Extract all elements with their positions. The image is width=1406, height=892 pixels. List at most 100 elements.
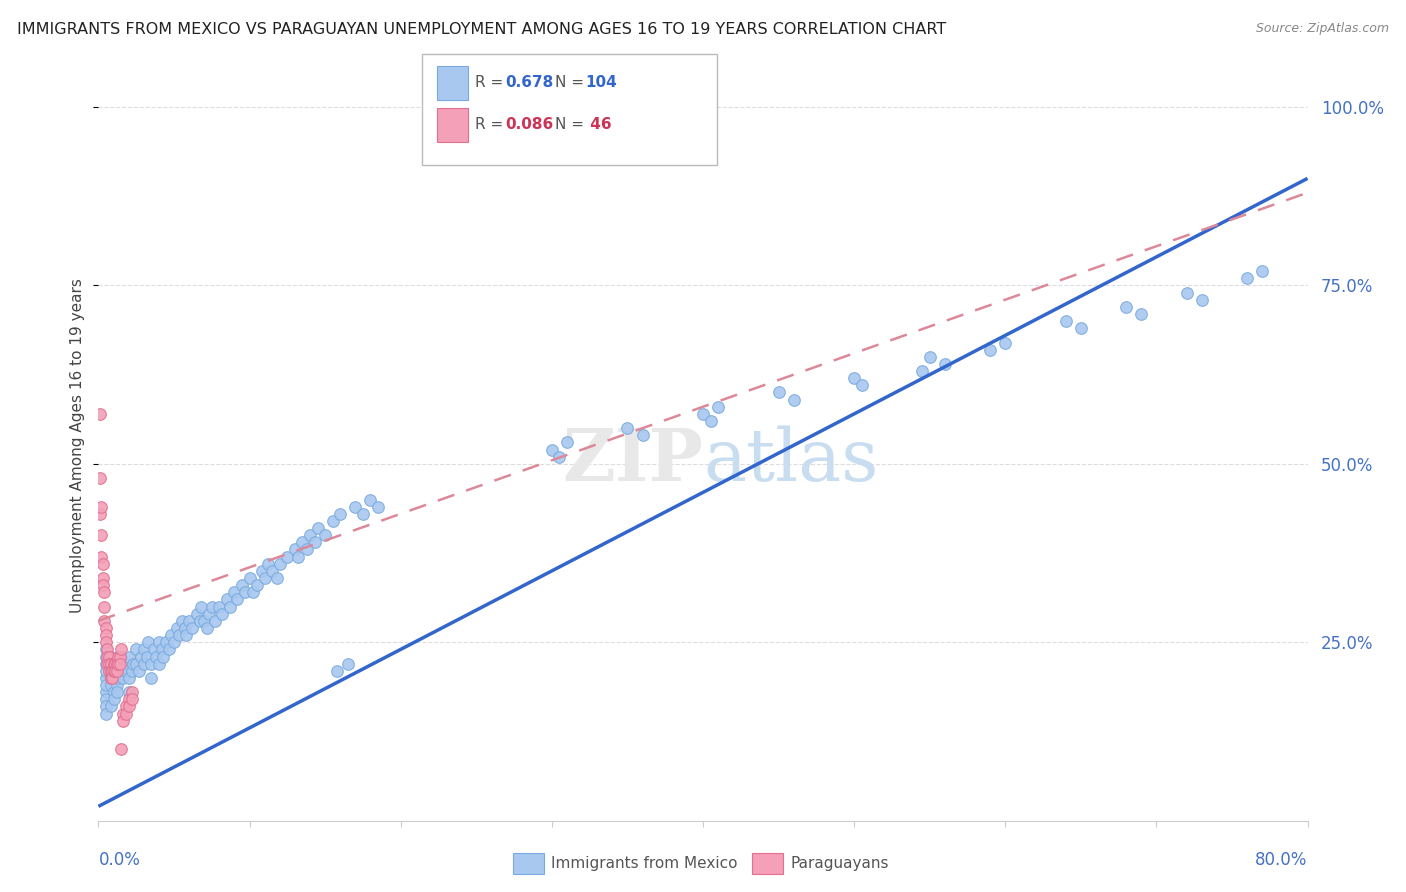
Point bbox=[1070, 321, 1092, 335]
Point bbox=[540, 442, 562, 457]
Point bbox=[94, 678, 117, 692]
Point bbox=[118, 649, 141, 664]
Text: 0.0%: 0.0% bbox=[98, 851, 141, 869]
Point bbox=[291, 535, 314, 549]
Text: R =: R = bbox=[475, 76, 509, 90]
Point bbox=[208, 599, 231, 614]
Point bbox=[118, 685, 141, 699]
Point bbox=[118, 671, 141, 685]
Y-axis label: Unemployment Among Ages 16 to 19 years: Unemployment Among Ages 16 to 19 years bbox=[70, 278, 86, 614]
Point bbox=[100, 671, 122, 685]
Point bbox=[173, 621, 195, 635]
Point bbox=[110, 649, 132, 664]
Point bbox=[90, 549, 112, 564]
Point bbox=[121, 692, 143, 706]
Point bbox=[94, 664, 117, 678]
Point bbox=[122, 657, 145, 671]
Point bbox=[111, 714, 134, 728]
Point bbox=[96, 649, 118, 664]
Point bbox=[105, 664, 128, 678]
Point bbox=[132, 657, 155, 671]
Point bbox=[125, 657, 148, 671]
Point bbox=[94, 685, 117, 699]
Point bbox=[284, 542, 307, 557]
Point bbox=[107, 671, 129, 685]
Point bbox=[112, 657, 135, 671]
Point bbox=[193, 614, 215, 628]
Point bbox=[121, 685, 143, 699]
Point bbox=[114, 699, 136, 714]
Text: 0.086: 0.086 bbox=[505, 118, 553, 132]
Point bbox=[768, 385, 790, 400]
Text: atlas: atlas bbox=[703, 425, 879, 496]
Point bbox=[91, 571, 114, 585]
Point bbox=[844, 371, 866, 385]
Point bbox=[322, 514, 344, 528]
Point bbox=[98, 657, 121, 671]
Point bbox=[118, 699, 141, 714]
Point bbox=[707, 400, 730, 414]
Point bbox=[145, 649, 167, 664]
Text: 46: 46 bbox=[585, 118, 612, 132]
Point bbox=[94, 671, 117, 685]
Point bbox=[105, 657, 128, 671]
Point bbox=[233, 585, 256, 599]
Point bbox=[631, 428, 654, 442]
Point bbox=[246, 578, 269, 592]
Point bbox=[111, 706, 134, 721]
Point bbox=[94, 692, 117, 706]
Point bbox=[287, 549, 309, 564]
Point bbox=[96, 642, 118, 657]
Point bbox=[360, 492, 382, 507]
Text: Paraguayans: Paraguayans bbox=[790, 856, 889, 871]
Point bbox=[103, 671, 125, 685]
Point bbox=[135, 649, 157, 664]
Point bbox=[155, 635, 177, 649]
Point bbox=[100, 657, 122, 671]
Point bbox=[104, 664, 127, 678]
Point bbox=[108, 657, 131, 671]
Point bbox=[352, 507, 374, 521]
Point bbox=[118, 692, 141, 706]
Point bbox=[129, 649, 152, 664]
Point bbox=[98, 649, 121, 664]
Point bbox=[96, 657, 118, 671]
Point bbox=[783, 392, 806, 407]
Text: Immigrants from Mexico: Immigrants from Mexico bbox=[551, 856, 738, 871]
Point bbox=[231, 578, 253, 592]
Point bbox=[1236, 271, 1258, 285]
Text: 104: 104 bbox=[585, 76, 617, 90]
Point bbox=[314, 528, 336, 542]
Point bbox=[188, 614, 211, 628]
Point bbox=[91, 578, 114, 592]
Point bbox=[555, 435, 578, 450]
Point bbox=[250, 564, 273, 578]
Point bbox=[197, 607, 219, 621]
Point bbox=[167, 628, 190, 642]
Point bbox=[103, 664, 125, 678]
Point bbox=[148, 635, 170, 649]
Point bbox=[226, 592, 249, 607]
Point bbox=[108, 657, 131, 671]
Text: R =: R = bbox=[475, 118, 509, 132]
Point bbox=[105, 678, 128, 692]
Point bbox=[103, 685, 125, 699]
Point bbox=[307, 521, 329, 535]
Point bbox=[89, 407, 111, 421]
Point bbox=[108, 649, 131, 664]
Point bbox=[219, 599, 242, 614]
Point bbox=[179, 614, 201, 628]
Point bbox=[103, 657, 125, 671]
Point bbox=[136, 635, 159, 649]
Point bbox=[336, 657, 359, 671]
Point bbox=[181, 621, 204, 635]
Point bbox=[166, 621, 188, 635]
Point bbox=[699, 414, 721, 428]
Point bbox=[1130, 307, 1153, 321]
Point bbox=[329, 507, 352, 521]
Point bbox=[918, 350, 941, 364]
Point bbox=[141, 657, 163, 671]
Point bbox=[107, 657, 129, 671]
Point bbox=[98, 664, 121, 678]
Point bbox=[100, 664, 122, 678]
